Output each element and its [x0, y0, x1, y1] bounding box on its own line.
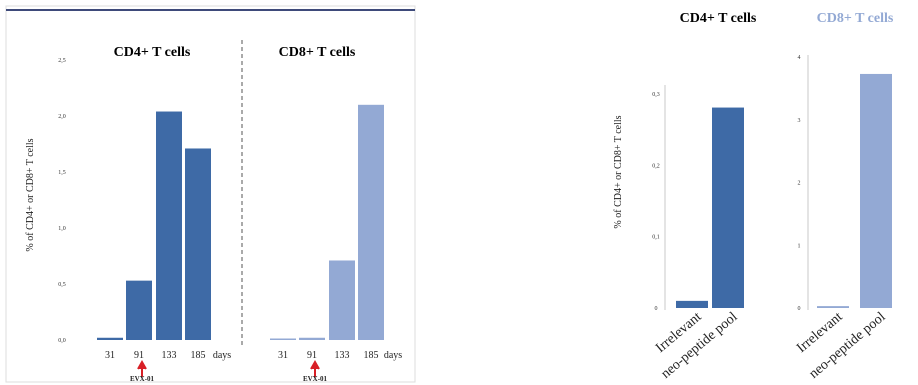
bar: [358, 104, 384, 340]
bar: [270, 338, 296, 340]
cd8-chart-title: CD8+ T cells: [817, 11, 894, 26]
x-tick-label: 185: [364, 350, 379, 361]
bar: [156, 111, 182, 341]
evx-arrow-icon: [310, 359, 320, 377]
bar: [329, 260, 355, 340]
x-tick-label: 133: [335, 350, 350, 361]
evx-arrow-icon: [137, 359, 147, 377]
bar: [712, 107, 744, 308]
y-tick-labels: 0 0,1 0,2 0,3: [652, 92, 660, 312]
chart-border: [5, 5, 416, 383]
x-tick-label: 31: [105, 350, 115, 361]
bar: [97, 337, 123, 340]
time-course-chart: CD4+ T cells CD8+ T cells % of CD4+ or C…: [5, 5, 416, 383]
y-tick-label: 0,5: [58, 282, 66, 288]
cd4-chart-title: CD4+ T cells: [680, 11, 757, 26]
cd8-panel-title: CD8+ T cells: [279, 45, 356, 60]
y-tick-label: 3: [798, 118, 801, 124]
bars: [817, 73, 892, 308]
y-tick-label: 1: [798, 243, 801, 249]
y-tick-label: 1,0: [58, 226, 66, 232]
y-tick-label: 0: [798, 306, 801, 312]
bars: [676, 107, 744, 308]
y-tick-label: 0,0: [58, 338, 66, 344]
y-tick-labels: 0,0 0,5 1,0 1,5 2,0 2,5: [58, 58, 66, 344]
bar: [860, 73, 892, 308]
y-axis-label: % of CD4+ or CD8+ T cells: [613, 115, 624, 228]
y-tick-label: 4: [798, 55, 801, 61]
x-tick-label: 133: [162, 350, 177, 361]
bar: [126, 280, 152, 340]
x-tick-label: 91: [307, 350, 317, 361]
evx-annotation-cd8: EVX-01: [303, 375, 328, 383]
cd4-peptide-chart: CD4+ T cells % of CD4+ or CD8+ T cells 0…: [613, 11, 757, 382]
x-tick-label: 31: [278, 350, 288, 361]
y-tick-label: 0: [655, 306, 658, 312]
y-tick-label: 0,2: [652, 163, 660, 169]
x-unit-label-cd8: days: [384, 350, 402, 361]
cd4-panel-title: CD4+ T cells: [114, 45, 191, 60]
y-tick-label: 2,0: [58, 114, 66, 120]
bar: [299, 337, 325, 340]
y-tick-label: 2,5: [58, 58, 66, 64]
bar: [676, 300, 708, 308]
y-tick-labels: 0 1 2 3 4: [798, 55, 801, 312]
y-tick-label: 0,1: [652, 235, 660, 241]
y-tick-label: 1,5: [58, 170, 66, 176]
bars: [97, 104, 384, 341]
x-tick-label: 91: [134, 350, 144, 361]
x-tick-label: neo-peptide pool: [807, 310, 889, 382]
bar: [817, 306, 849, 308]
y-axis-label: % of CD4+ or CD8+ T cells: [25, 138, 36, 251]
y-tick-label: 0,3: [652, 92, 660, 98]
x-unit-label-cd4: days: [213, 350, 231, 361]
x-tick-label: 185: [191, 350, 206, 361]
y-tick-label: 2: [798, 181, 801, 187]
x-tick-labels: 31 91 133 185 31 91 133 185: [105, 350, 379, 361]
cd8-peptide-chart: CD8+ T cells 0 1 2 3 4 Irrelevantneo-peptide…: [794, 11, 894, 382]
bar: [185, 148, 211, 340]
evx-annotation-cd4: EVX-01: [130, 375, 155, 383]
